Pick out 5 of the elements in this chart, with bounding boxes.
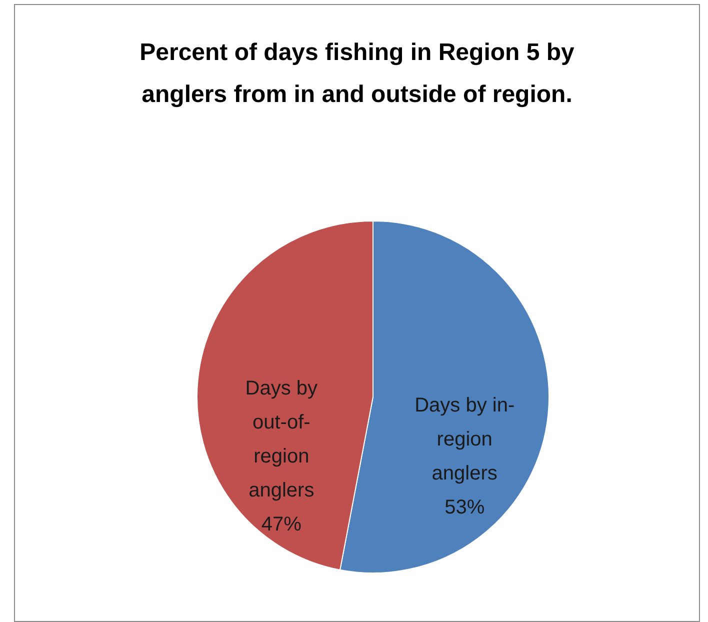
slice-label: Days by in-region anglers	[414, 394, 515, 485]
slice-label: Days by out-of-region anglers	[245, 377, 318, 502]
data-label: 47%	[261, 513, 302, 536]
chart-title: Percent of days fishing in Region 5 by anglers from in and outside of region.	[140, 39, 576, 108]
data-label: 53%	[444, 496, 485, 519]
